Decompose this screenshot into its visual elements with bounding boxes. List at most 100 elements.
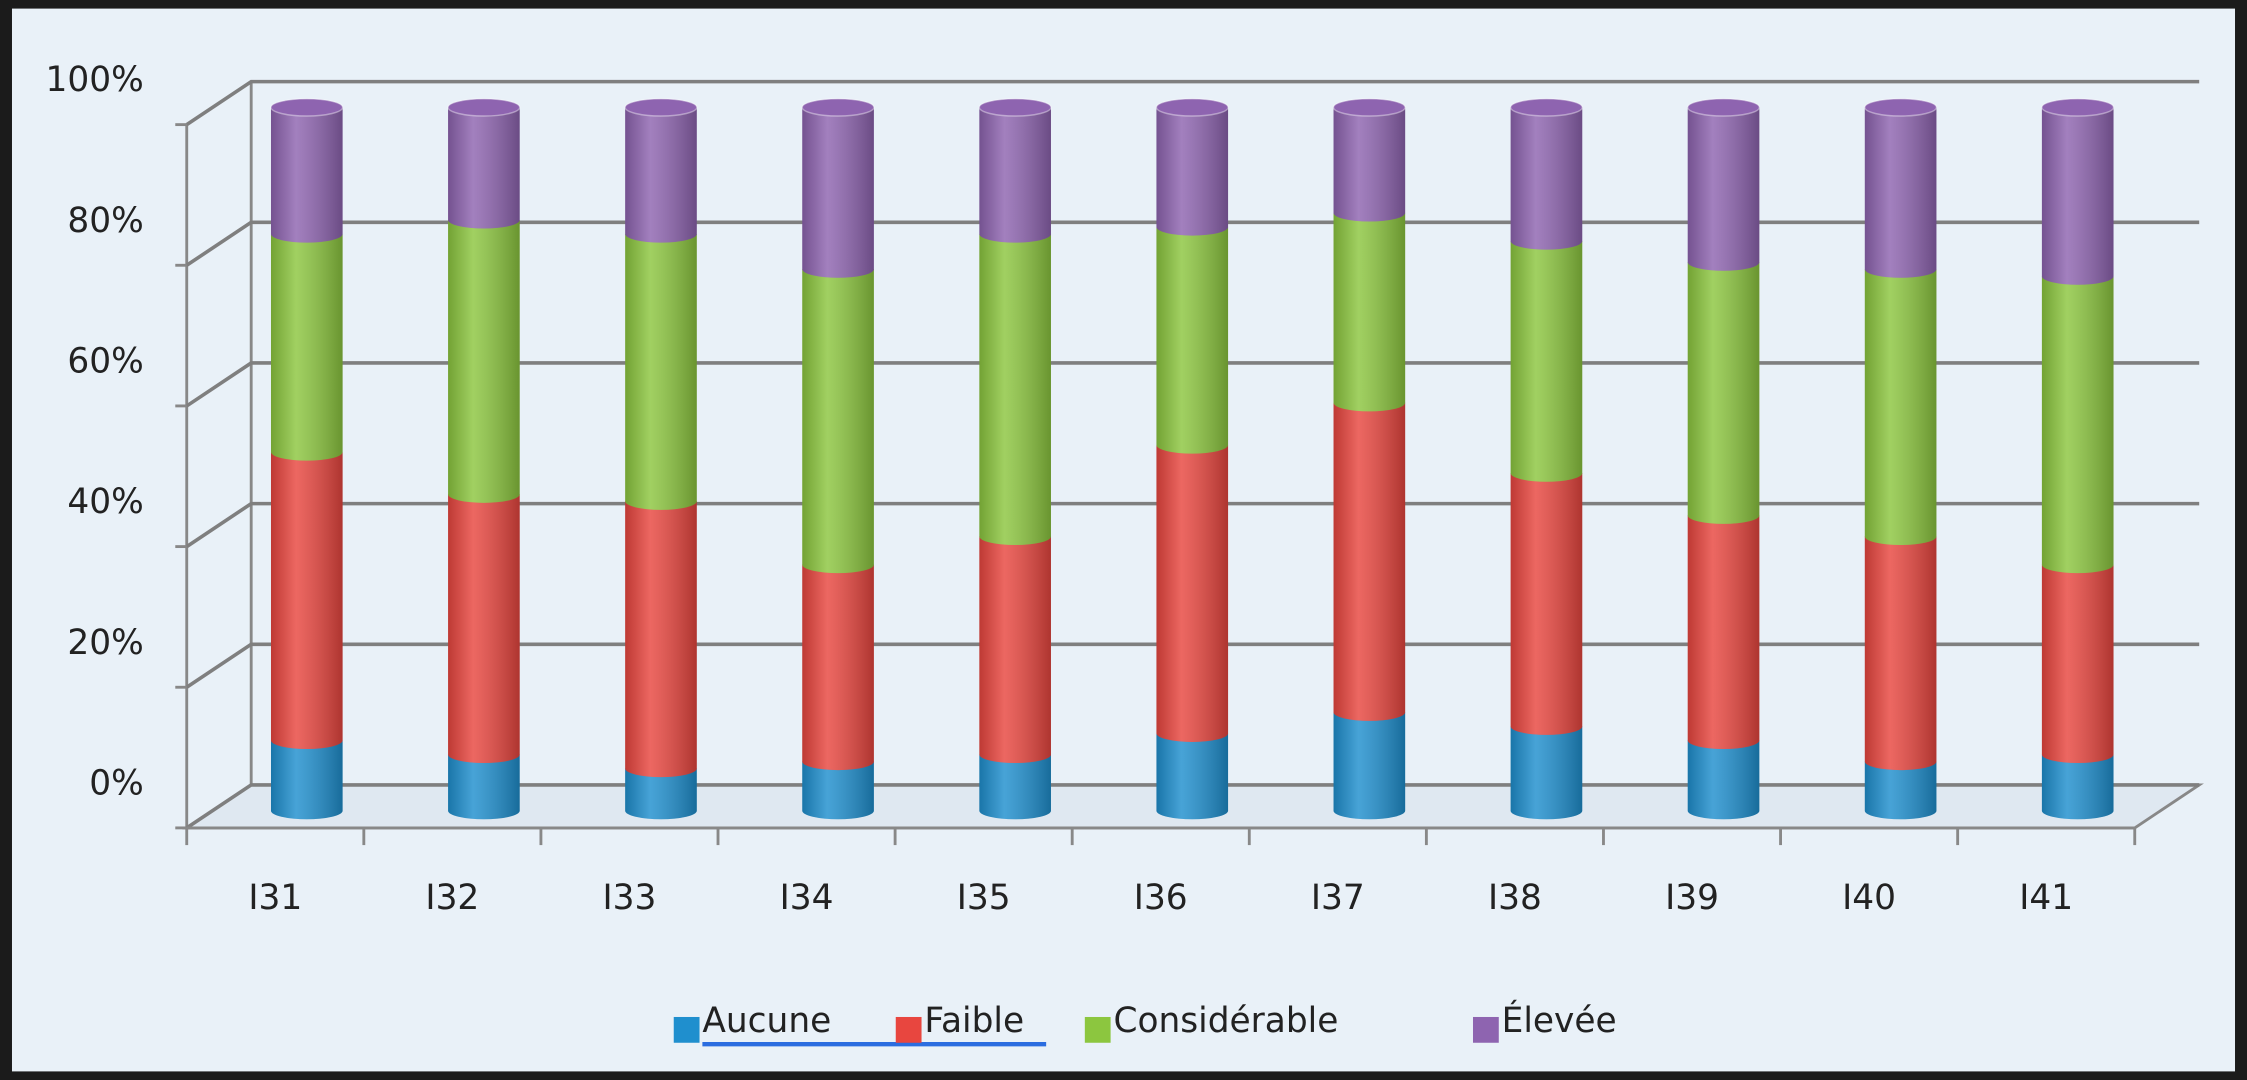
bar-segment bbox=[1864, 269, 1937, 546]
bar-cap bbox=[270, 98, 344, 117]
x-tick-label: I33 bbox=[603, 878, 657, 918]
bar-segment bbox=[2041, 754, 2114, 820]
bar-segment bbox=[802, 761, 874, 820]
x-tick-label: I34 bbox=[780, 878, 834, 918]
bar-shade bbox=[1687, 740, 1760, 820]
bar-cap bbox=[447, 98, 521, 117]
bar-segment bbox=[1510, 107, 1583, 250]
bar-shade bbox=[625, 768, 697, 820]
legend-label: Élevée bbox=[1502, 1000, 1617, 1041]
bar-segment bbox=[979, 536, 1051, 764]
bar-segment bbox=[1510, 241, 1583, 482]
bar-shade bbox=[1687, 107, 1760, 271]
bar-shade bbox=[1510, 473, 1583, 735]
legend-swatch bbox=[673, 1016, 700, 1043]
x-tick-label: I32 bbox=[425, 878, 479, 918]
y-tick-label: 0% bbox=[89, 763, 144, 803]
bar-shade bbox=[448, 107, 520, 229]
bar-cap bbox=[2041, 98, 2115, 117]
y-tick-label: 60% bbox=[67, 341, 143, 381]
bar-shade bbox=[1687, 515, 1760, 749]
bar-shade bbox=[979, 107, 1051, 243]
bar-segment bbox=[1687, 107, 1760, 271]
bar-segment bbox=[979, 234, 1051, 546]
x-tick-label: I40 bbox=[1842, 878, 1896, 918]
legend-swatch bbox=[1084, 1016, 1111, 1043]
bar-segment bbox=[802, 564, 874, 771]
bar-cap bbox=[1687, 98, 1761, 117]
bar-segment bbox=[1333, 712, 1406, 820]
bar-segment bbox=[979, 107, 1051, 243]
bar-shade bbox=[2041, 564, 2114, 764]
bar-segment bbox=[270, 107, 343, 243]
y-tick-label: 80% bbox=[67, 201, 143, 241]
bar-shade bbox=[1156, 733, 1229, 820]
bar-shade bbox=[1333, 402, 1406, 721]
bar-shade bbox=[1156, 107, 1229, 236]
bar-segment bbox=[1687, 740, 1760, 820]
bar-shade bbox=[1333, 107, 1406, 222]
bar-segment bbox=[625, 107, 697, 243]
x-tick-label: I31 bbox=[248, 878, 302, 918]
bar-segment bbox=[2041, 276, 2114, 574]
bar-shade bbox=[270, 234, 343, 461]
bar-shade bbox=[1156, 445, 1229, 742]
legend-label: Considérable bbox=[1113, 1001, 1338, 1041]
bar-shade bbox=[1864, 536, 1937, 771]
bar-segment bbox=[1687, 262, 1760, 524]
bar-segment bbox=[1510, 726, 1583, 820]
bar-shade bbox=[448, 219, 520, 503]
bar-segment bbox=[270, 740, 343, 820]
bar-segment bbox=[270, 234, 343, 461]
bar-segment bbox=[1156, 226, 1229, 454]
bar-shade bbox=[270, 452, 343, 749]
bar-segment bbox=[1333, 402, 1406, 721]
bar-shade bbox=[1510, 726, 1583, 820]
bar-shade bbox=[1510, 241, 1583, 482]
legend-label: Aucune bbox=[702, 1001, 831, 1041]
bar-shade bbox=[1156, 226, 1229, 454]
bar-segment bbox=[1510, 473, 1583, 735]
bar-segment bbox=[1333, 107, 1406, 222]
bar-shade bbox=[802, 107, 874, 278]
bar-segment bbox=[802, 107, 874, 278]
x-tick-label: I39 bbox=[1665, 878, 1719, 918]
y-tick-label: 20% bbox=[67, 623, 143, 663]
bar-segment bbox=[448, 494, 520, 764]
bar-segment bbox=[1156, 107, 1229, 236]
bar-segment bbox=[270, 452, 343, 749]
bar-cap bbox=[978, 98, 1052, 117]
bar-shade bbox=[1864, 269, 1937, 546]
bar-cap bbox=[1509, 98, 1583, 117]
bar-shade bbox=[270, 107, 343, 243]
bar-segment bbox=[1156, 445, 1229, 742]
bar-shade bbox=[1864, 107, 1937, 278]
bar-shade bbox=[1333, 712, 1406, 820]
bar-cap bbox=[1864, 98, 1938, 117]
legend-swatch bbox=[1472, 1016, 1499, 1043]
bar-cap bbox=[624, 98, 698, 117]
bar-segment bbox=[448, 219, 520, 503]
x-tick-label: I38 bbox=[1488, 878, 1542, 918]
bar-shade bbox=[979, 754, 1051, 820]
x-tick-label: I36 bbox=[1134, 878, 1188, 918]
bar-shade bbox=[802, 761, 874, 820]
bar-shade bbox=[979, 536, 1051, 764]
bar-segment bbox=[1687, 515, 1760, 749]
bar-shade bbox=[448, 754, 520, 820]
bar-segment bbox=[2041, 564, 2114, 764]
x-tick-label: I35 bbox=[957, 878, 1011, 918]
y-tick-label: 100% bbox=[46, 60, 144, 100]
bar-segment bbox=[625, 234, 697, 510]
y-tick-label: 40% bbox=[67, 482, 143, 522]
bar-segment bbox=[448, 754, 520, 820]
bar-segment bbox=[448, 107, 520, 229]
bar-shade bbox=[2041, 107, 2114, 285]
bar-segment bbox=[1156, 733, 1229, 820]
grid-line bbox=[185, 79, 2200, 127]
bar-shade bbox=[270, 740, 343, 820]
bar-shade bbox=[802, 564, 874, 771]
x-tick-label: I41 bbox=[2019, 878, 2073, 918]
